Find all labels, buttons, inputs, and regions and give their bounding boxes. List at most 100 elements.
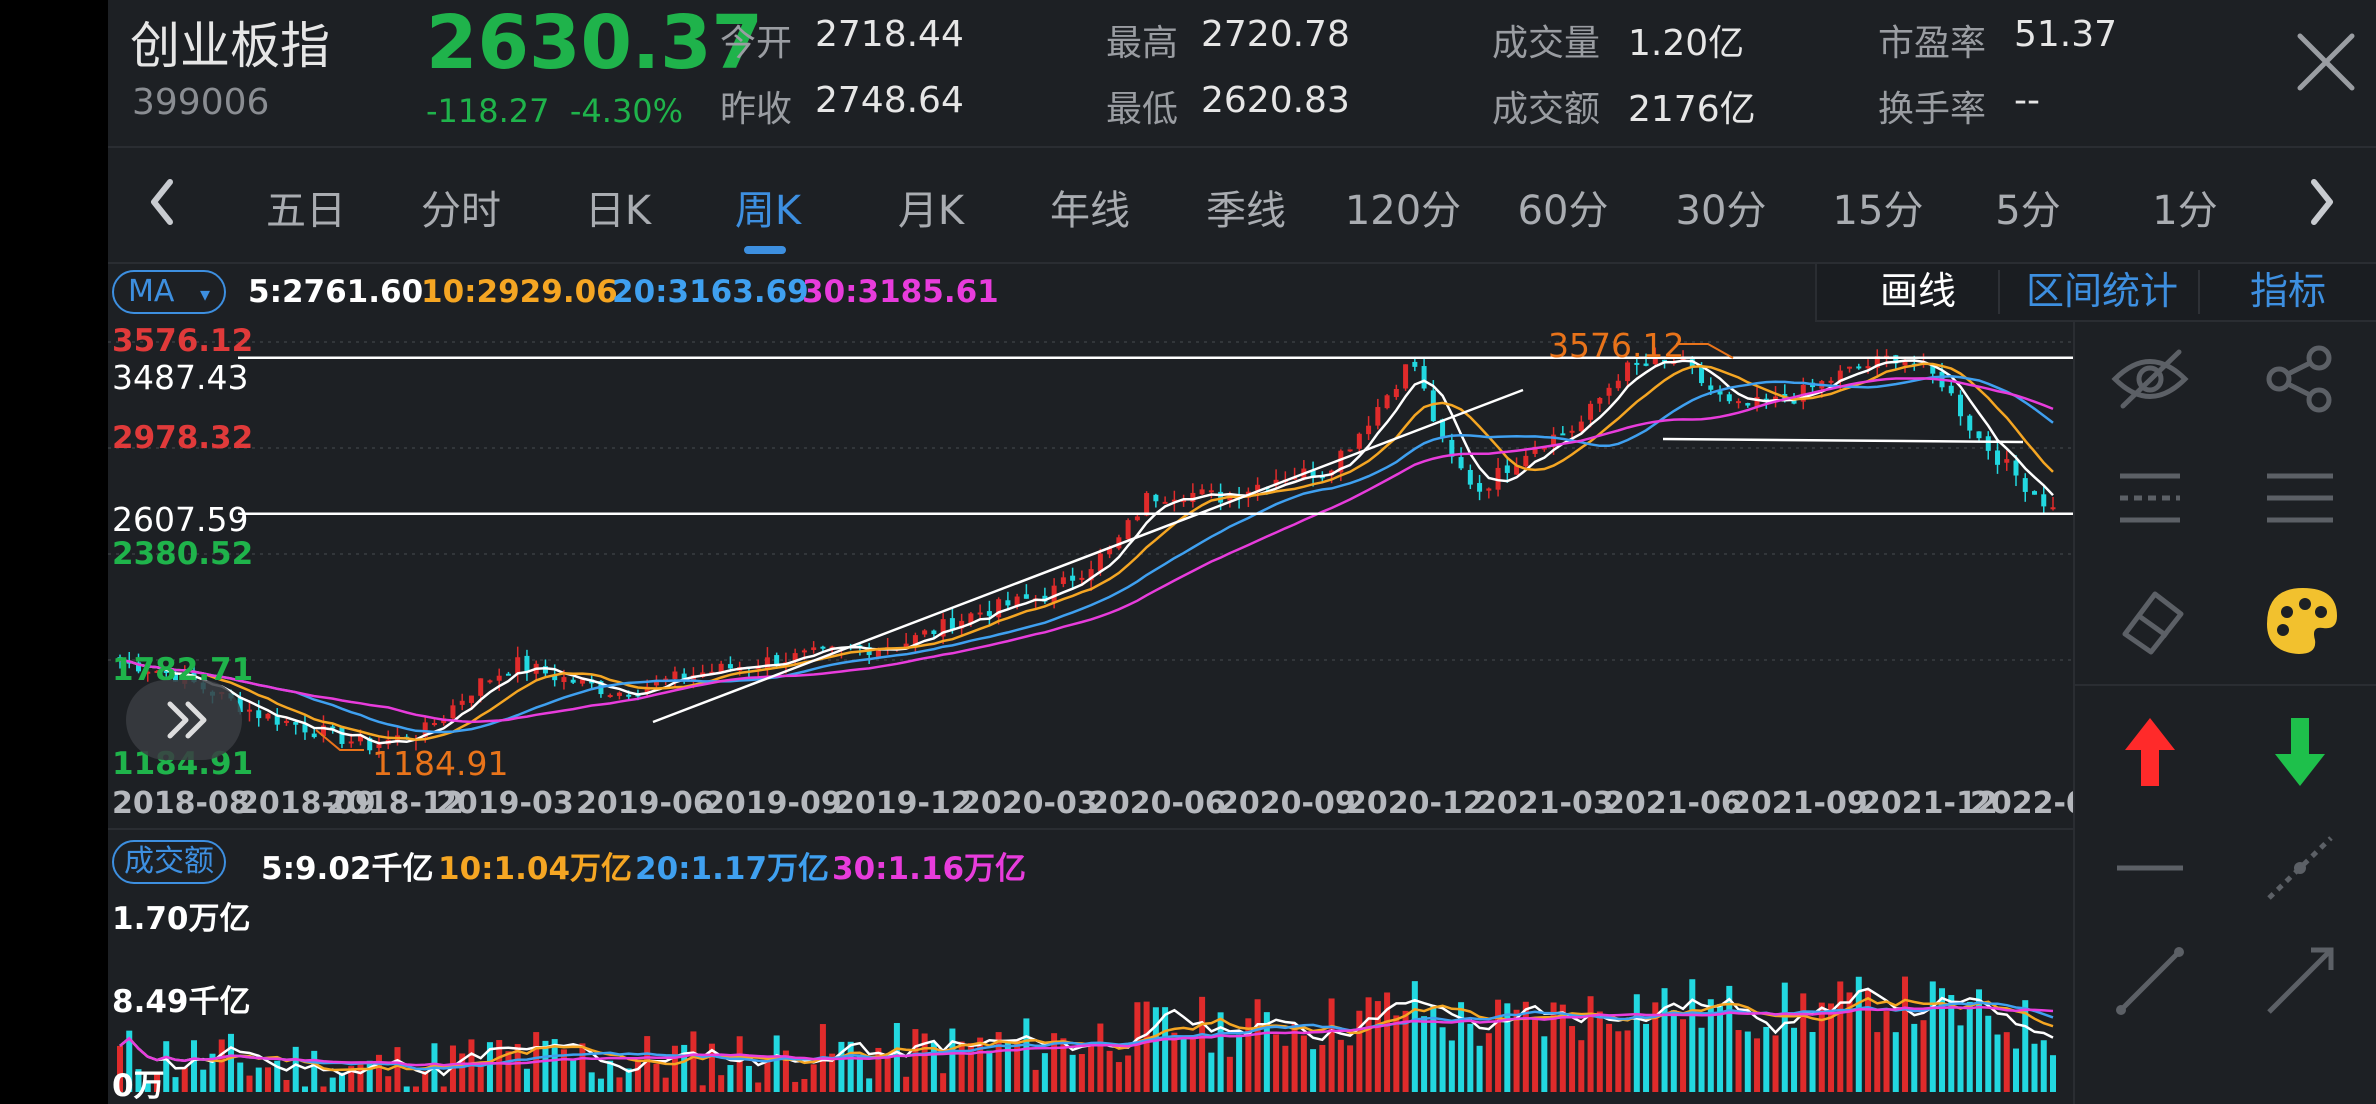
volume-bar	[690, 1031, 697, 1092]
palette-icon[interactable]	[2245, 574, 2355, 664]
time-axis-label: 2021-09	[1730, 786, 1868, 821]
kline-chart[interactable]	[108, 322, 2073, 782]
volume-bar	[2003, 1032, 2010, 1092]
volume-selector[interactable]: 成交额	[112, 840, 226, 884]
candle-body	[1292, 477, 1298, 480]
tab-monthly-k[interactable]: 月K	[897, 188, 965, 234]
candle-body	[996, 599, 1002, 618]
stat-label-low: 最低	[1106, 89, 1179, 130]
tab-1min[interactable]: 1分	[2152, 188, 2218, 234]
candle-body	[1134, 516, 1140, 521]
chevron-right-icon[interactable]	[2302, 172, 2342, 232]
volume-bar	[2040, 1040, 2047, 1092]
tab-120min[interactable]: 120分	[1344, 188, 1462, 234]
candle-body	[1588, 403, 1594, 420]
tab-5min[interactable]: 5分	[1995, 188, 2061, 234]
index-price: 2630.37	[426, 0, 764, 86]
indicator-button[interactable]: 指标	[2249, 269, 2326, 313]
segment-icon[interactable]	[2095, 934, 2205, 1024]
candle-body	[1662, 359, 1668, 362]
dashed-lines-icon[interactable]	[2095, 454, 2205, 544]
close-icon[interactable]	[2286, 22, 2366, 102]
volume-bar	[1189, 1038, 1196, 1092]
volume-bar	[1032, 1069, 1039, 1092]
volume-bar	[1707, 999, 1714, 1092]
volume-axis-max: 1.70万亿	[112, 901, 251, 937]
volume-bar	[1088, 1046, 1095, 1092]
share-icon[interactable]	[2245, 334, 2355, 424]
volume-bar	[1624, 1030, 1631, 1092]
ray-icon[interactable]	[2245, 934, 2355, 1024]
candle-body	[1958, 394, 1964, 417]
candle-body	[182, 673, 188, 684]
volume-bar	[1485, 1033, 1492, 1092]
candle-body	[1467, 469, 1473, 485]
candle-body	[1865, 366, 1871, 369]
volume-bar	[523, 1068, 530, 1092]
horizontal-line-icon[interactable]	[2095, 822, 2205, 912]
index-change: -118.27 -4.30%	[426, 92, 683, 130]
candle-body	[774, 655, 780, 666]
volume-bar	[357, 1061, 364, 1092]
candle-body	[1319, 476, 1325, 479]
candle-body	[2050, 507, 2056, 510]
range-stats-button[interactable]: 区间统计	[2025, 269, 2178, 313]
volume-bar	[1143, 1001, 1150, 1092]
change-value: -118.27	[426, 92, 550, 130]
expand-button[interactable]	[126, 680, 242, 760]
volume-bar	[1458, 1002, 1465, 1092]
arrow-down-icon[interactable]	[2245, 706, 2355, 796]
volume-bar	[1448, 1040, 1455, 1092]
lines-icon[interactable]	[2245, 454, 2355, 544]
stat-value-pe: 51.37	[2014, 14, 2118, 55]
candle-body	[1689, 359, 1695, 368]
volume-bar	[218, 1039, 225, 1092]
volume-bar	[144, 1080, 151, 1092]
volume-bar	[2022, 1000, 2029, 1092]
tab-60min[interactable]: 60分	[1517, 188, 1609, 234]
eraser-icon[interactable]	[2095, 574, 2205, 664]
tab-daily-k[interactable]: 日K	[584, 188, 652, 234]
volume-bar	[1541, 1036, 1548, 1092]
ma10-line	[119, 362, 2054, 741]
tab-30min[interactable]: 30分	[1675, 188, 1767, 234]
volume-bar	[1855, 976, 1862, 1092]
candle-body	[1181, 500, 1187, 503]
volume-bar	[616, 1077, 623, 1092]
tab-intraday[interactable]: 分时	[421, 188, 501, 234]
eye-off-icon[interactable]	[2095, 334, 2205, 424]
volume-bar	[542, 1040, 549, 1092]
tab-five-day[interactable]: 五日	[266, 188, 346, 234]
volume-chart[interactable]	[108, 880, 2073, 1104]
candle-body	[1023, 594, 1029, 599]
tab-weekly-k[interactable]: 周K	[734, 188, 802, 234]
tab-quarterly[interactable]: 季线	[1206, 188, 1286, 234]
candle-body	[256, 710, 262, 719]
volume-bar	[172, 1077, 179, 1092]
tab-yearly[interactable]: 年线	[1050, 188, 1130, 234]
tab-15min[interactable]: 15分	[1832, 188, 1924, 234]
arrow-up-icon[interactable]	[2095, 706, 2205, 796]
candle-body	[1847, 366, 1853, 369]
candle-body	[1079, 577, 1085, 580]
ma20-line	[119, 375, 2054, 734]
toolbar-divider-2	[2198, 270, 2200, 314]
volume-bar	[1106, 1050, 1113, 1092]
volume-bar	[1097, 1023, 1104, 1092]
candle-body	[1421, 366, 1427, 389]
candle-body	[348, 741, 354, 744]
draw-line-button[interactable]: 画线	[1879, 269, 1956, 313]
stat-value-turnover-rate: --	[2014, 80, 2040, 121]
candle-body	[1948, 385, 1954, 394]
candle-body	[1874, 356, 1880, 368]
candle-body	[1310, 470, 1316, 478]
ma-selector[interactable]: MA ▾	[112, 270, 226, 314]
vol-ma5-line	[119, 987, 2054, 1077]
volume-bar	[1652, 1002, 1659, 1092]
volume-bar	[597, 1078, 604, 1092]
dotted-segment-icon[interactable]	[2245, 822, 2355, 912]
stat-value-open: 2718.44	[815, 14, 964, 55]
stat-value-low: 2620.83	[1201, 80, 1350, 121]
chevron-left-icon[interactable]	[142, 172, 182, 232]
volume-bar	[1115, 1062, 1122, 1092]
